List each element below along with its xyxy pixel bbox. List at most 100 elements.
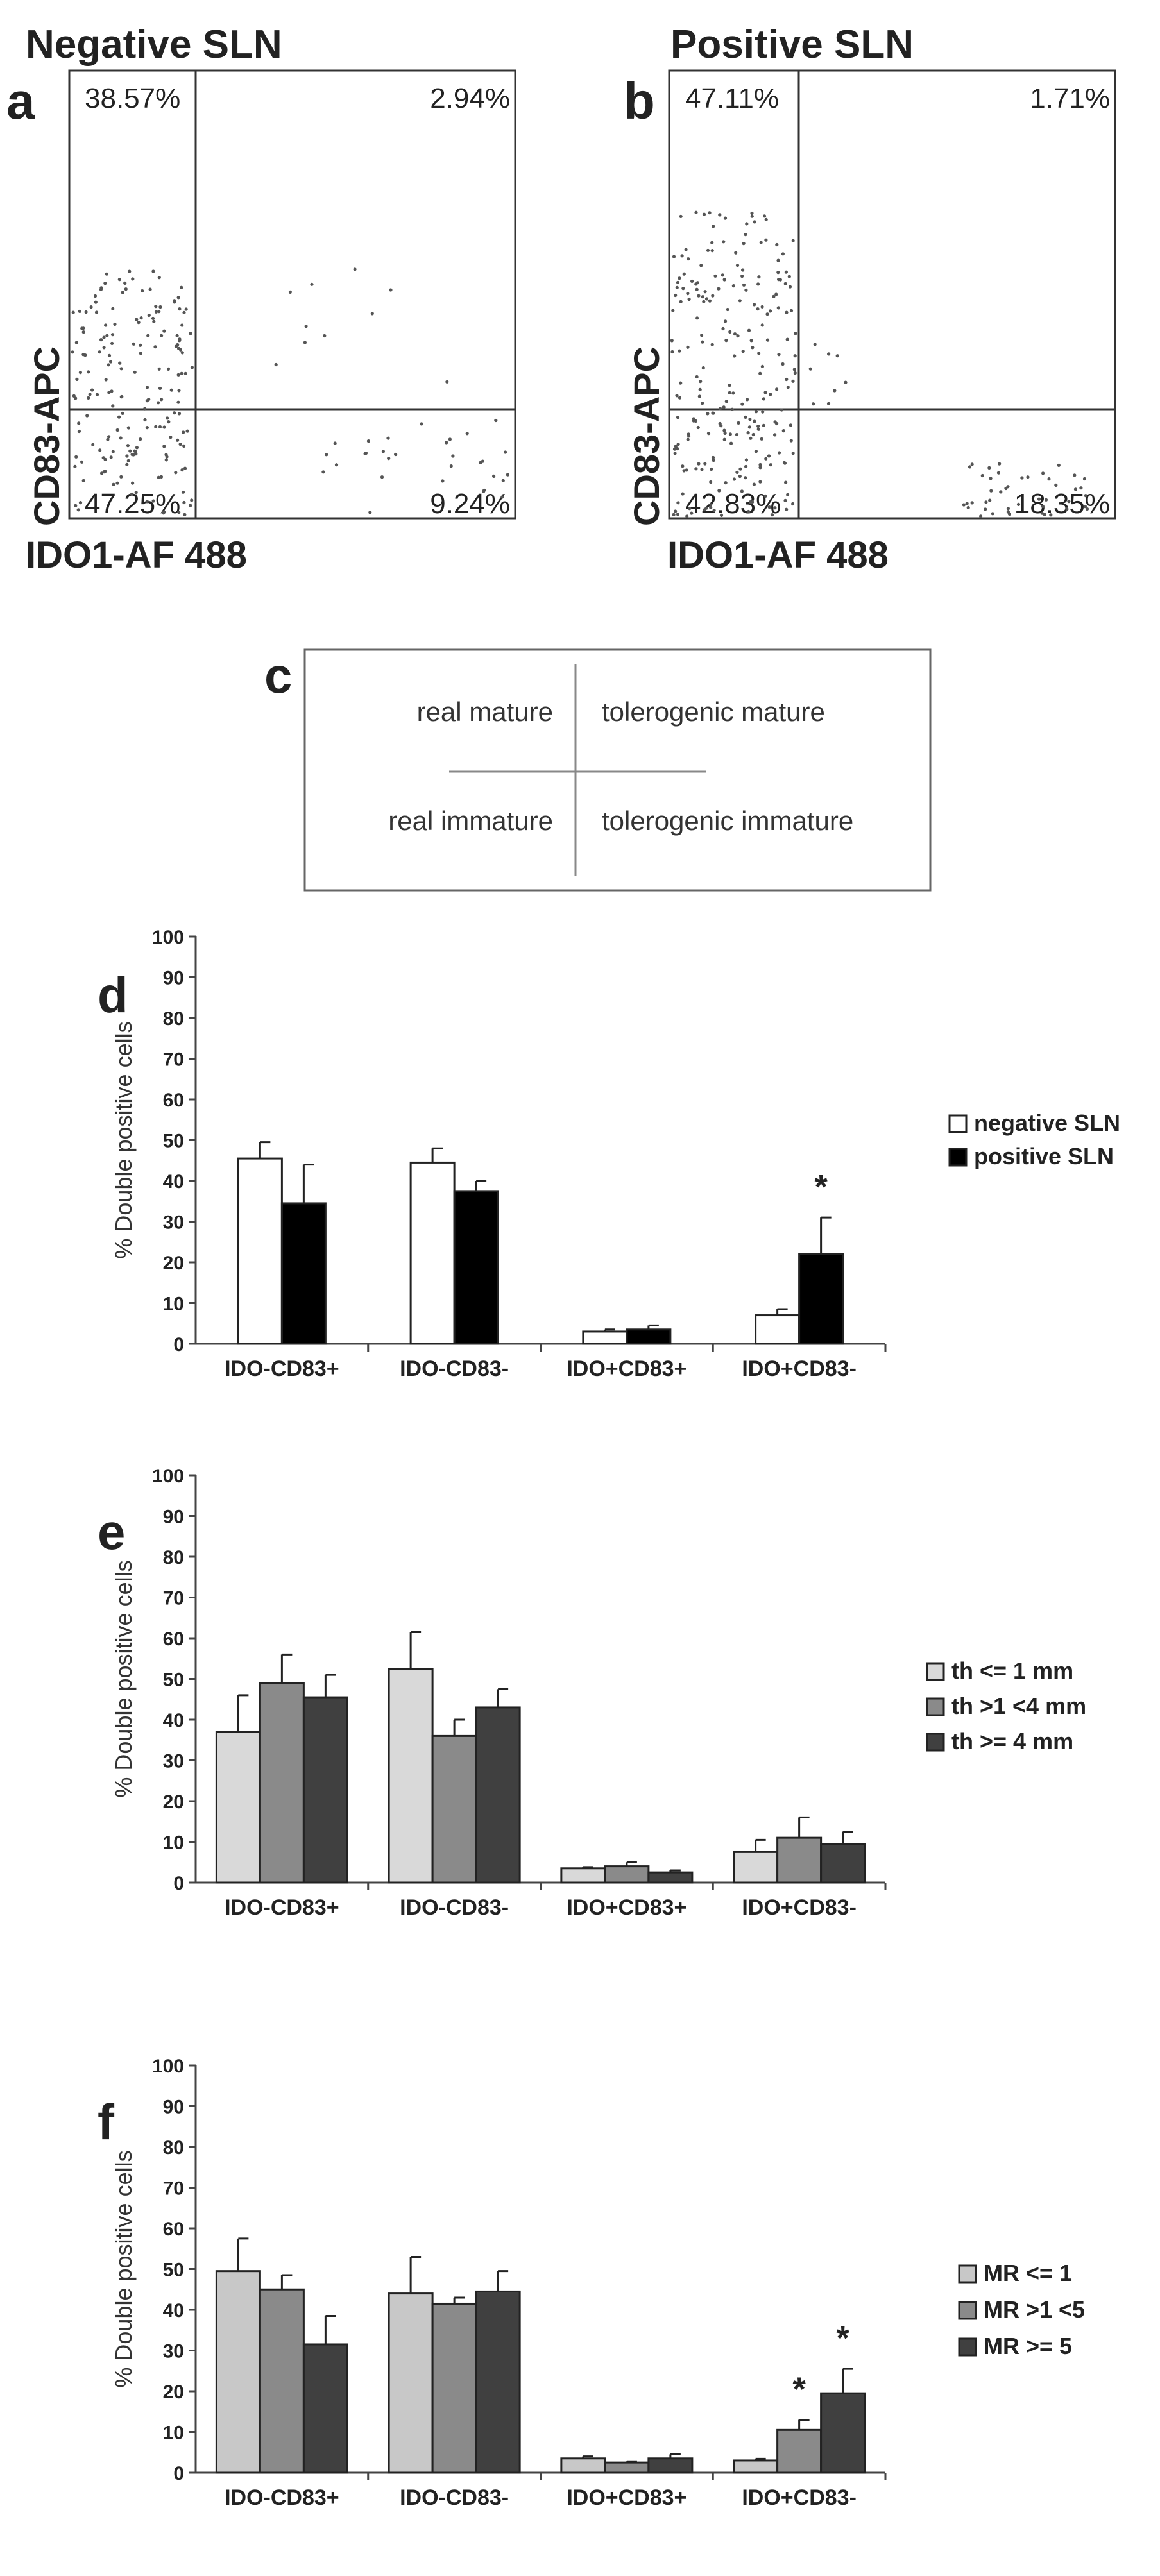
- cytometry-event: [710, 249, 714, 253]
- cytometry-event: [784, 480, 788, 484]
- bar: [733, 2459, 779, 2474]
- cytometry-event: [130, 453, 134, 457]
- cytometry-event: [119, 436, 123, 440]
- cytometry-event: [697, 294, 701, 298]
- cytometry-event: [153, 345, 157, 349]
- legend-label: th >1 <4 mm: [951, 1693, 1086, 1719]
- cytometry-event: [304, 325, 308, 328]
- cytometry-event: [774, 292, 778, 296]
- cytometry-event: [724, 400, 728, 403]
- cytometry-event: [368, 511, 372, 514]
- legend-swatch: [948, 1114, 968, 1133]
- cytometry-event: [676, 280, 680, 284]
- cytometry-event: [1006, 507, 1010, 511]
- cytometry-event: [366, 439, 371, 443]
- cytometry-event: [741, 268, 745, 272]
- y-tick-label: 70: [163, 1588, 184, 1609]
- legend-label: MR >= 5: [984, 2333, 1072, 2359]
- cytometry-event: [143, 418, 147, 422]
- cytometry-event: [123, 281, 127, 285]
- cytometry-event: [746, 398, 749, 402]
- cytometry-event: [706, 248, 710, 252]
- cytometry-event: [78, 501, 83, 505]
- cytometry-event: [756, 307, 760, 311]
- cytometry-event: [747, 328, 751, 332]
- chart-d: 0 10 20 30 40 50 60 70 80 90 100 % Double positive …: [110, 927, 1120, 1381]
- cytometry-event: [104, 323, 108, 327]
- cytometry-event: [722, 405, 726, 409]
- bar: [431, 1734, 477, 1884]
- cytometry-event: [778, 451, 781, 455]
- cytometry-event: [174, 471, 178, 475]
- cytometry-event: [674, 509, 678, 513]
- y-tick-label: 0: [173, 1873, 184, 1894]
- y-tick-label: 0: [173, 1334, 184, 1355]
- cytometry-event: [681, 464, 685, 468]
- panel-c-tolerogenic-mature: tolerogenic mature: [602, 697, 825, 727]
- cytometry-event: [381, 450, 386, 453]
- panel-f-letter: f: [98, 2094, 115, 2150]
- cytometry-event: [737, 421, 740, 425]
- cytometry-event: [757, 352, 761, 355]
- cytometry-event: [682, 272, 686, 276]
- cytometry-event: [126, 444, 130, 448]
- cytometry-event: [770, 513, 774, 517]
- cytometry-event: [754, 450, 758, 453]
- cytometry-event: [735, 470, 739, 475]
- cytometry-event: [672, 513, 676, 517]
- cytometry-event: [786, 386, 790, 389]
- y-axis-label: % Double positive cells: [110, 1021, 137, 1258]
- bar: [647, 2457, 694, 2474]
- panel-c-letter: c: [264, 647, 292, 704]
- cytometry-event: [167, 420, 171, 424]
- cytometry-event: [99, 338, 103, 342]
- cytometry-event: [711, 455, 715, 460]
- cytometry-event: [713, 274, 717, 278]
- cytometry-event: [353, 267, 357, 271]
- cytometry-event: [81, 479, 85, 483]
- y-tick-label: 40: [163, 1710, 184, 1731]
- cytometry-event: [695, 375, 699, 379]
- cytometry-event: [85, 414, 89, 418]
- y-axis-label: % Double positive cells: [110, 1560, 137, 1797]
- cytometry-event: [102, 346, 106, 350]
- cytometry-event: [111, 404, 115, 408]
- cytometry-event: [685, 514, 689, 518]
- cytometry-event: [670, 350, 674, 354]
- cytometry-event: [109, 455, 113, 459]
- cytometry-event: [703, 290, 707, 294]
- cytometry-event: [143, 407, 147, 411]
- cytometry-event: [1049, 513, 1053, 517]
- bar: [431, 2302, 477, 2474]
- cytometry-event: [723, 431, 727, 436]
- cytometry-event: [773, 433, 777, 437]
- cytometry-event: [710, 241, 714, 244]
- cytometry-event: [783, 498, 787, 503]
- cytometry-event: [700, 334, 704, 337]
- panel-b: Positive SLN b 47.11% 1.71% 42.83% 18.35…: [624, 22, 1116, 576]
- panel-c-real-mature: real mature: [417, 697, 553, 727]
- cytometry-event: [680, 254, 684, 258]
- cytometry-event: [176, 438, 180, 442]
- cytometry-event: [980, 473, 984, 478]
- cytometry-event: [742, 283, 746, 287]
- cytometry-event: [698, 387, 702, 392]
- cytometry-event: [718, 213, 722, 217]
- cytometry-event: [162, 425, 166, 429]
- cytometry-event: [785, 337, 789, 341]
- cytometry-event: [183, 513, 187, 516]
- cytometry-event: [288, 290, 292, 294]
- panel-b-xlabel: IDO1-AF 488: [667, 534, 889, 576]
- cytometry-event: [688, 507, 692, 511]
- cytometry-event: [722, 437, 726, 441]
- y-tick-label: 80: [163, 1008, 184, 1030]
- cytometry-event: [162, 329, 166, 333]
- cytometry-event: [1083, 505, 1088, 509]
- cytometry-event: [721, 326, 725, 331]
- bar: [647, 1871, 694, 1884]
- cytometry-event: [732, 477, 737, 481]
- cytometry-event: [777, 353, 781, 357]
- y-tick-label: 70: [163, 2178, 184, 2199]
- bar: [626, 1328, 672, 1345]
- cytometry-event: [708, 299, 712, 303]
